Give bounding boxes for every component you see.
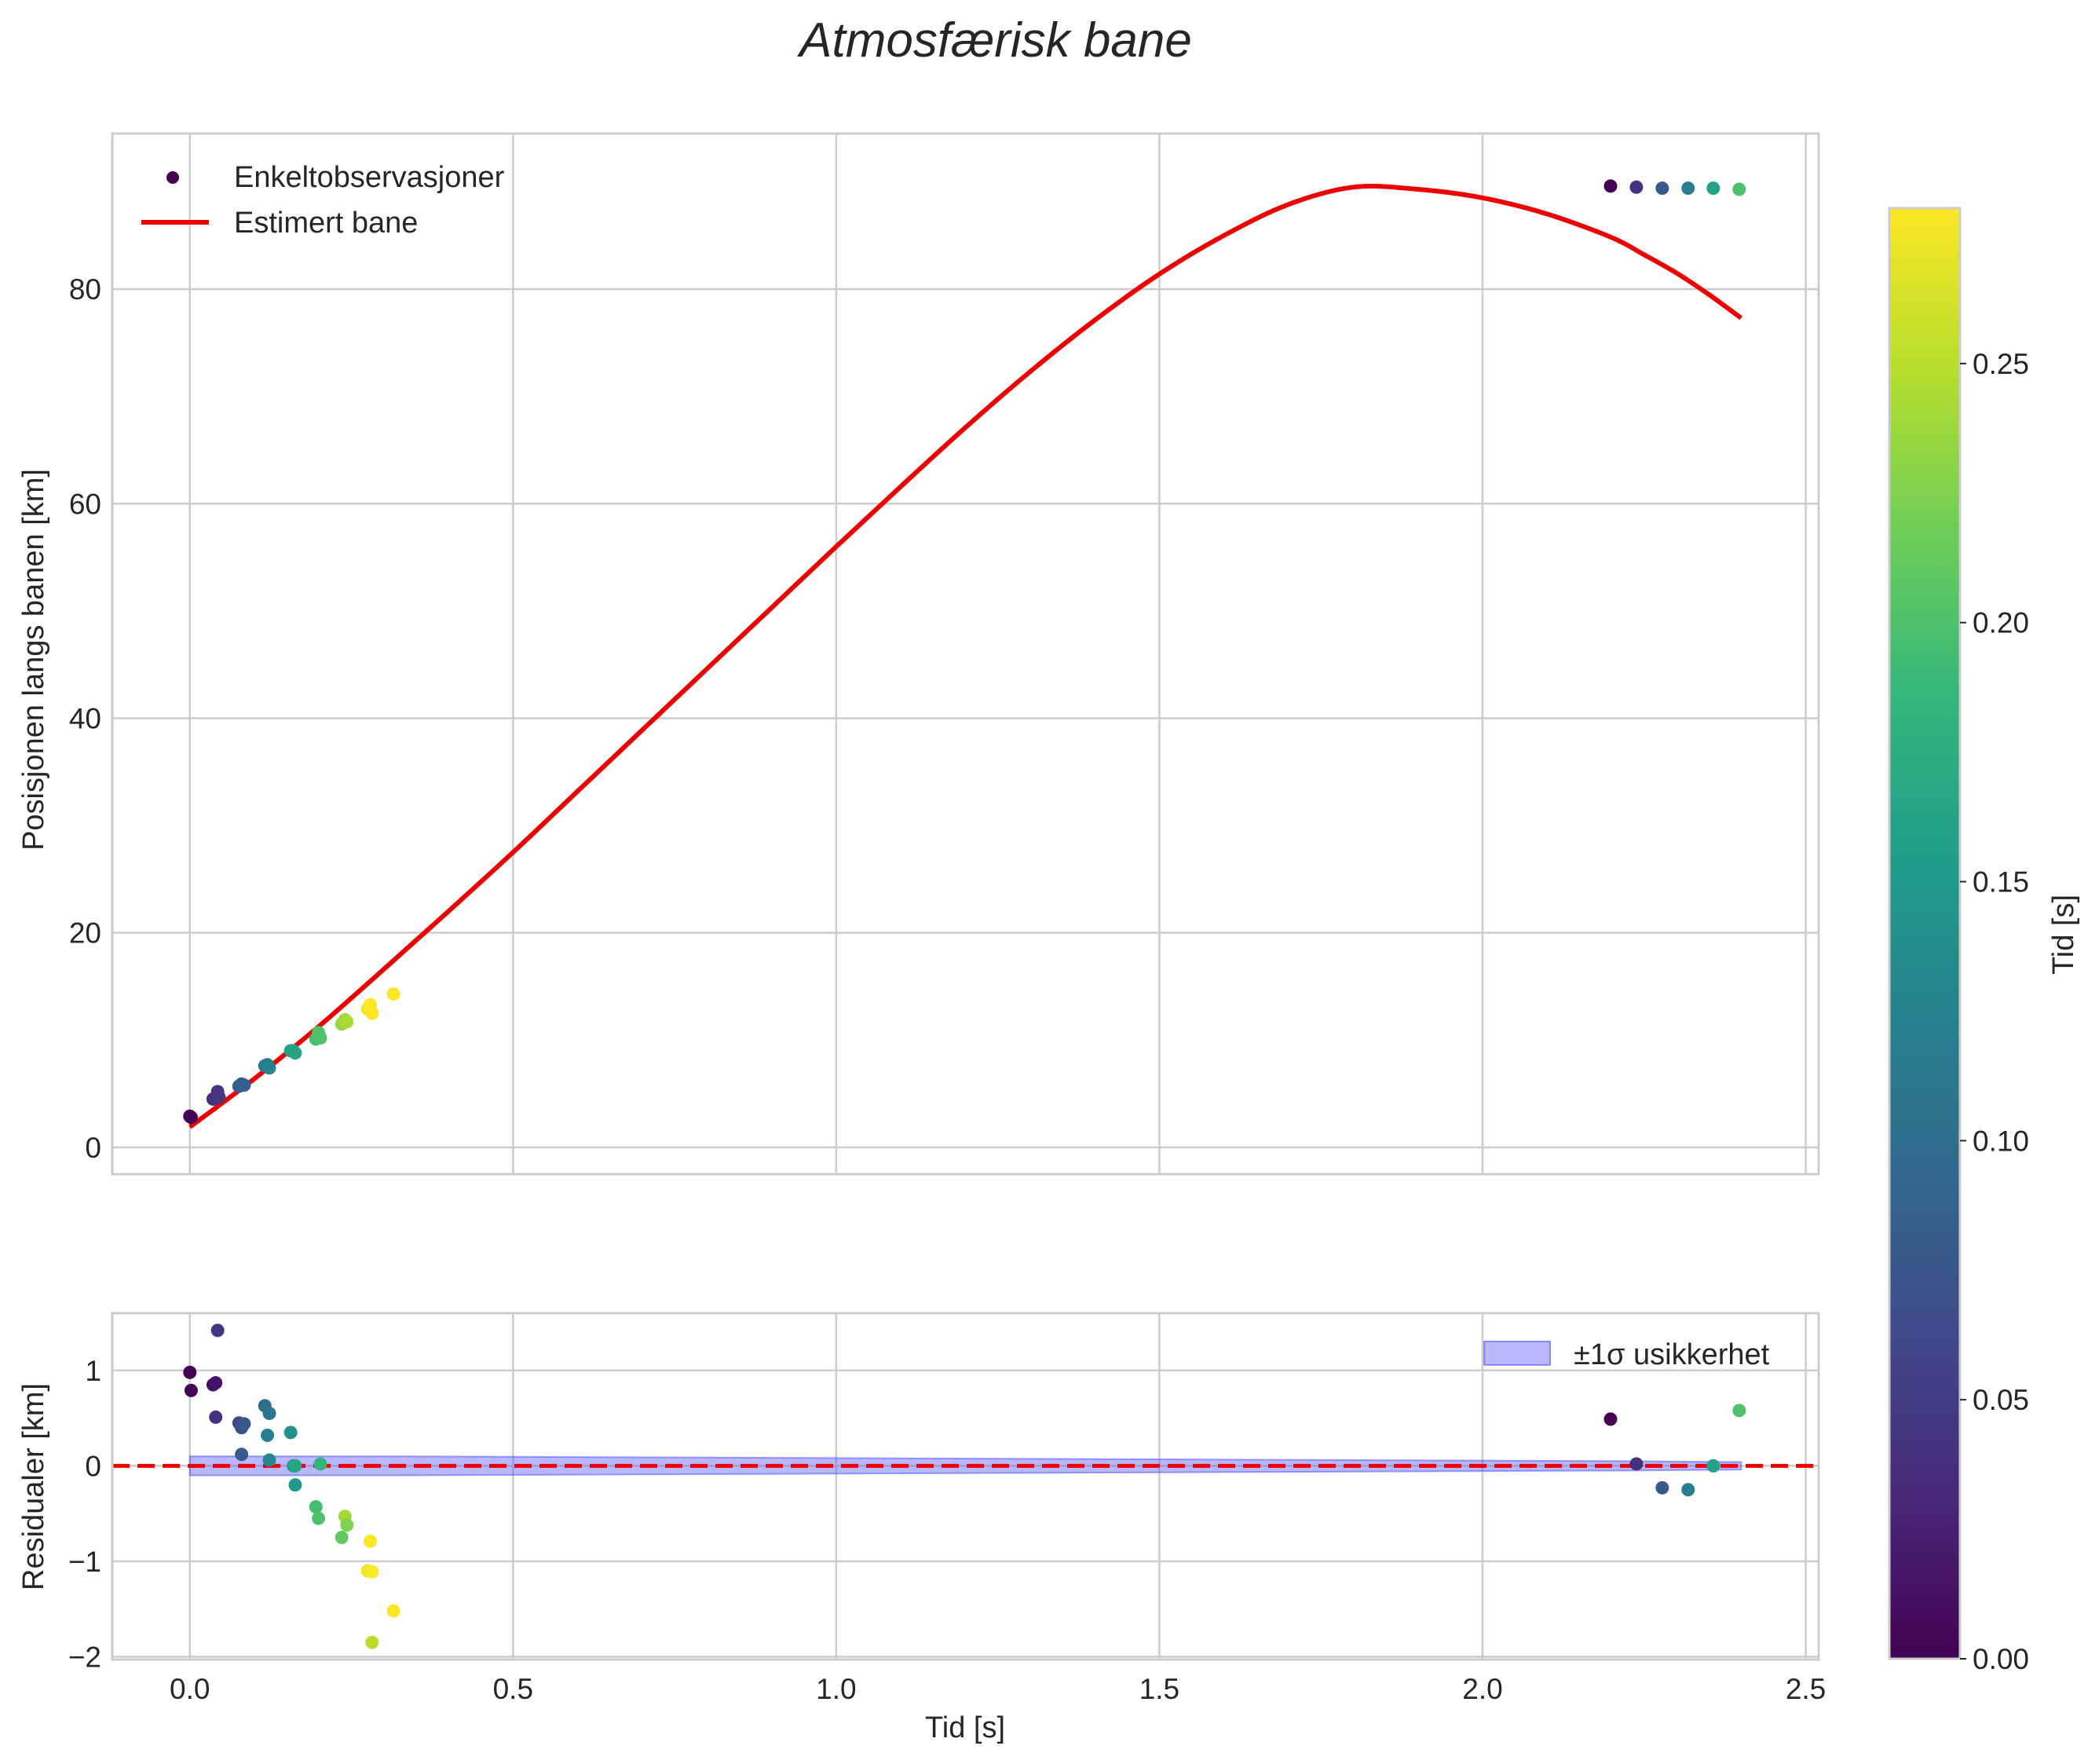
observation-point: [365, 1006, 379, 1020]
residual-point: [363, 1534, 377, 1548]
trajectory-y-label: Posisjonen langs banen [km]: [17, 469, 50, 851]
residual-point: [313, 1457, 327, 1471]
uncertainty-band: [188, 1455, 1742, 1477]
legend-trajectory-label: Estimert bane: [234, 207, 418, 240]
x-tick-label: 2.0: [1462, 1673, 1502, 1705]
colorbar-tick-label: 0.25: [1973, 348, 2029, 380]
colorbar-tick-label: 0.00: [1973, 1643, 2029, 1675]
residual-legend: ±1σ usikkerhet: [1483, 1338, 1770, 1371]
residual-point: [262, 1407, 276, 1421]
legend-observation-label: Enkeltobservasjoner: [234, 161, 505, 194]
colorbar-label: Tid [s]: [2047, 895, 2080, 975]
y-tick-label: 0: [85, 1132, 101, 1164]
colorbar-tick-label: 0.20: [1973, 607, 2029, 639]
estimated-trajectory-line: [188, 184, 1742, 1129]
observation-point: [288, 1046, 302, 1060]
x-tick-label: 2.5: [1786, 1673, 1826, 1705]
x-tick-label: 0.0: [170, 1673, 210, 1705]
observation-point: [212, 1090, 226, 1104]
residual-points: [183, 1323, 1746, 1649]
residual-point: [1732, 1404, 1746, 1418]
residual-point: [1629, 1457, 1644, 1471]
colorbar-tick-label: 0.05: [1973, 1384, 2029, 1416]
residual-point: [1706, 1458, 1721, 1473]
trajectory-panel: 0 20 40 60 80 Posisjonen langs banen [km] En…: [17, 132, 1820, 1176]
residual-axes-frame: [111, 1312, 1820, 1661]
residual-y-ticks: 1 0 −1 −2: [68, 1355, 101, 1673]
trajectory-y-ticks: 0 20 40 60 80: [69, 273, 101, 1164]
observation-point: [1629, 180, 1644, 194]
residual-point: [288, 1458, 302, 1473]
observation-point: [1681, 181, 1695, 196]
y-tick-label: 60: [69, 488, 101, 520]
residual-point: [184, 1383, 198, 1397]
observation-point: [237, 1078, 251, 1092]
observation-point: [1604, 179, 1618, 193]
trajectory-legend: Enkeltobservasjoner Estimert bane: [141, 161, 505, 240]
observation-point: [262, 1061, 276, 1075]
residual-point: [386, 1604, 400, 1618]
x-tick-label: 0.5: [493, 1673, 533, 1705]
y-tick-label: 0: [85, 1450, 101, 1482]
observation-point: [1732, 182, 1746, 196]
observation-point: [1706, 181, 1721, 196]
residual-point: [335, 1530, 349, 1544]
residual-point: [262, 1453, 276, 1467]
residual-point: [365, 1565, 379, 1579]
residual-panel: 1 0 −1 −2 0.0 0.5 1.0 1.5 2.0 2.5 Residualer [km…: [17, 1312, 1826, 1744]
x-tick-label: 1.5: [1139, 1673, 1179, 1705]
colorbar-gradient: [1889, 208, 1960, 1659]
colorbar-ticks: 0.00 0.05 0.10 0.15 0.20 0.25: [1960, 348, 2029, 1675]
residual-point: [210, 1323, 225, 1338]
residual-point: [209, 1376, 223, 1390]
residual-x-ticks: 0.0 0.5 1.0 1.5 2.0 2.5: [170, 1673, 1826, 1705]
y-tick-label: −2: [68, 1641, 101, 1673]
residual-point: [1604, 1412, 1618, 1426]
observation-point: [313, 1031, 327, 1045]
residual-point: [309, 1500, 323, 1514]
trajectory-grid: [112, 134, 1819, 1174]
residual-point: [312, 1511, 326, 1525]
colorbar: 0.00 0.05 0.10 0.15 0.20 0.25 Tid [s]: [1888, 207, 2080, 1675]
legend-uncertainty-label: ±1σ usikkerhet: [1574, 1338, 1770, 1371]
colorbar-tick-label: 0.15: [1973, 866, 2029, 898]
trajectory-axes-frame: [111, 132, 1820, 1176]
y-tick-label: 20: [69, 917, 101, 950]
estimated-trajectory: [188, 184, 1742, 1129]
y-tick-label: 1: [85, 1355, 101, 1387]
colorbar-tick-label: 0.10: [1973, 1125, 2029, 1157]
residual-point: [183, 1365, 197, 1379]
y-tick-label: −1: [68, 1546, 101, 1578]
x-axis-label: Tid [s]: [925, 1711, 1005, 1744]
legend-uncertainty-swatch: [1483, 1341, 1551, 1366]
residual-y-label: Residualer [km]: [17, 1383, 50, 1590]
observation-point: [340, 1015, 354, 1029]
residual-point: [261, 1429, 275, 1443]
colorbar-frame: [1888, 207, 1962, 1660]
y-tick-label: 40: [69, 702, 101, 734]
residual-point: [340, 1518, 354, 1532]
residual-point: [365, 1635, 379, 1649]
x-tick-label: 1.0: [816, 1673, 856, 1705]
observation-point: [1655, 181, 1669, 196]
legend-observation-marker: [166, 171, 179, 184]
residual-point: [209, 1410, 223, 1424]
residual-point: [235, 1447, 249, 1462]
residual-point: [1655, 1480, 1669, 1495]
residual-point: [283, 1425, 298, 1440]
observation-point: [386, 987, 400, 1001]
residual-point: [288, 1478, 302, 1492]
residual-point: [1681, 1483, 1695, 1497]
y-tick-label: 80: [69, 273, 101, 306]
observation-point: [184, 1111, 198, 1125]
residual-grid: [112, 1313, 1819, 1660]
chart-title: Atmosfærisk bane: [796, 13, 1192, 68]
residual-point: [237, 1417, 251, 1431]
observation-points: [183, 179, 1746, 1125]
